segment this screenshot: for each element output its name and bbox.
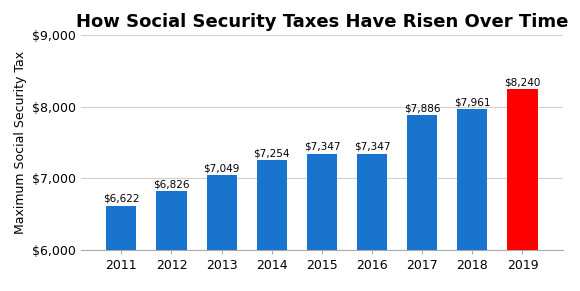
Text: $6,826: $6,826 [153,179,190,189]
Bar [157,191,187,291]
Text: $6,622: $6,622 [103,194,140,204]
Bar [357,154,387,291]
Bar [407,115,437,291]
Bar [257,160,287,291]
Bar [206,175,237,291]
Bar [307,154,337,291]
Bar [457,109,487,291]
Text: $7,347: $7,347 [354,142,390,152]
Y-axis label: Maximum Social Security Tax: Maximum Social Security Tax [14,51,27,234]
Text: $7,049: $7,049 [204,163,240,173]
Title: How Social Security Taxes Have Risen Over Time: How Social Security Taxes Have Risen Ove… [76,13,568,31]
Text: $7,254: $7,254 [253,148,290,159]
Text: $8,240: $8,240 [504,78,541,88]
Text: $7,886: $7,886 [404,103,440,113]
Bar [106,206,136,291]
Text: $7,961: $7,961 [454,98,491,108]
Text: $7,347: $7,347 [304,142,340,152]
Bar [508,89,538,291]
